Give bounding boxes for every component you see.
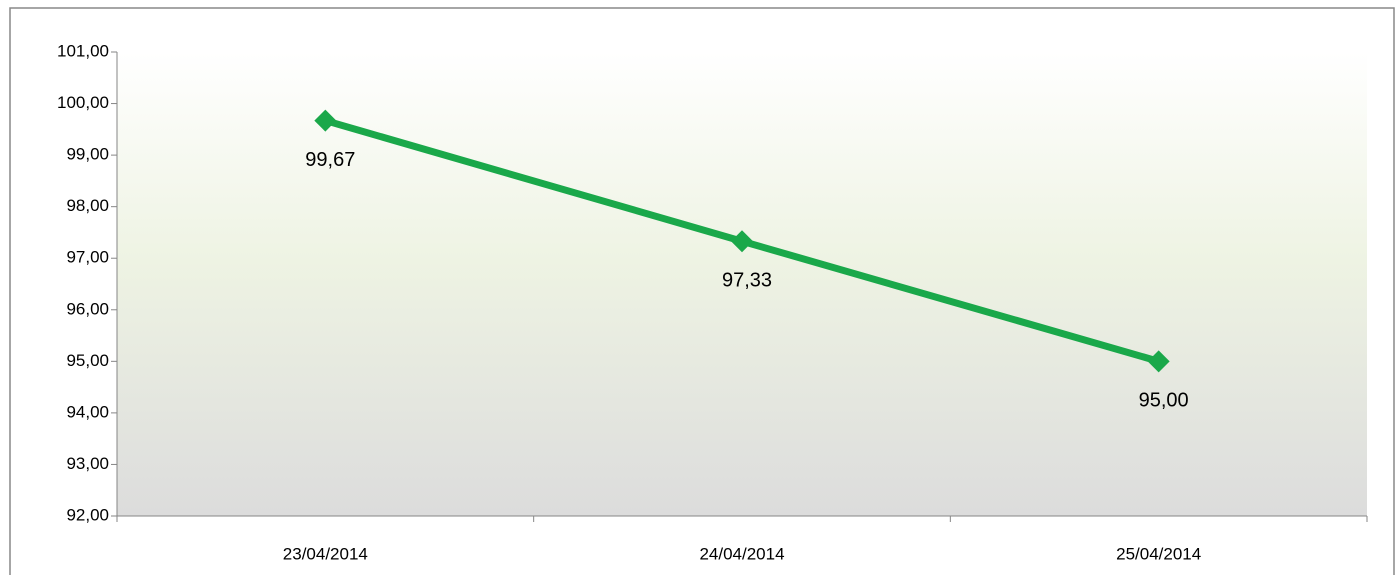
y-tick-label: 98,00 [66,196,109,215]
y-tick-label: 95,00 [66,351,109,370]
x-tick-label: 23/04/2014 [283,544,368,563]
y-tick-label: 94,00 [66,402,109,421]
data-label: 97,33 [722,269,772,291]
y-tick-label: 92,00 [66,505,109,524]
y-tick-label: 96,00 [66,299,109,318]
point-marker [1147,350,1170,373]
data-label: 95,00 [1139,390,1189,412]
y-tick-label: 101,00 [57,41,109,60]
y-tick-label: 99,00 [66,145,109,164]
x-tick-label: 24/04/2014 [699,544,784,563]
y-tick-label: 97,00 [66,248,109,267]
x-tick-label: 25/04/2014 [1116,544,1201,563]
y-tick-label: 100,00 [57,93,109,112]
point-marker [731,230,753,253]
y-tick-label: 93,00 [66,454,109,473]
point-marker [314,109,337,132]
data-label: 99,67 [305,149,355,171]
